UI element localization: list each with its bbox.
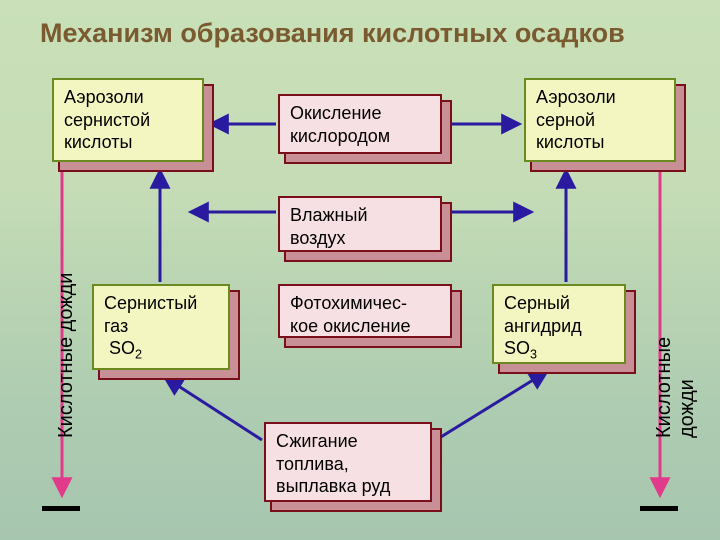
baseline-tick-1	[640, 506, 678, 511]
so2-box: Сернистыйгаз SO2	[92, 284, 230, 370]
so3-box: СерныйангидридSO3	[492, 284, 626, 364]
moist_air-box: Влажныйвоздух	[278, 196, 442, 252]
page-title: Механизм образования кислотных осадков	[40, 18, 625, 49]
photo-box: Фотохимичес-кое окисление	[278, 284, 452, 338]
slide: { "title": { "text": "Механизм образован…	[0, 0, 720, 540]
baseline-tick-0	[42, 506, 80, 511]
arrow-source-to-so2	[166, 378, 262, 440]
rain-label-right: Кислотные дожди	[653, 337, 699, 438]
rain-label-left: Кислотные дожди	[55, 273, 78, 438]
aero_h2so3-box: Аэрозолисернистойкислоты	[52, 78, 204, 162]
oxid_o2-box: Окислениекислородом	[278, 94, 442, 154]
arrow-source-to-so3	[436, 372, 546, 440]
aero_h2so4-box: Аэрозолисернойкислоты	[524, 78, 676, 162]
source-box: Сжиганиетоплива,выплавка руд	[264, 422, 432, 502]
